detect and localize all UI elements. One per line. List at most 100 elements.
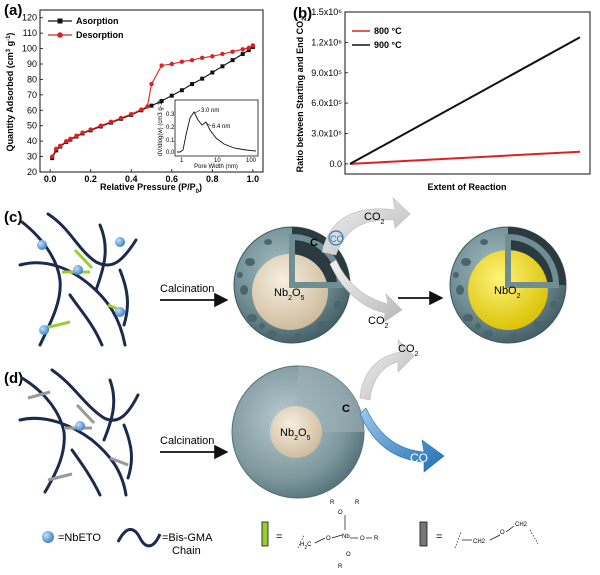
polymer-network-d — [18, 368, 140, 497]
series-line-800c — [349, 150, 581, 165]
data-point-desorption — [149, 81, 154, 87]
nbeto-ball — [75, 421, 85, 431]
inset-annotation-3nm: 3.0 nm — [201, 108, 219, 114]
data-point-asorption — [179, 88, 184, 93]
legend-900-label: 900 °C — [374, 40, 402, 50]
panel-a-y-ticks: 20 30 40 50 60 70 80 90 100 110 120 — [22, 13, 43, 177]
data-point-asorption — [240, 51, 245, 56]
inset-frame — [174, 99, 259, 157]
data-point-desorption — [240, 47, 245, 52]
data-point-desorption — [49, 154, 55, 159]
inset-annotation-6nm: 6.4 nm — [212, 124, 230, 130]
porous-sphere-nb2o5: Nb2O5 C — [233, 226, 351, 344]
svg-text:H2C: H2C — [300, 542, 312, 551]
panel-d: (d) Calcination Nb2O5 C CO2 — [4, 339, 445, 499]
nbeto-ball — [39, 325, 49, 335]
svg-text:O: O — [346, 552, 351, 558]
a-ytick-label: 90 — [27, 59, 37, 69]
panel-a-series — [49, 43, 256, 161]
legend-chain-label-2: Chain — [172, 545, 201, 557]
legend-green-eq: = — [276, 531, 282, 543]
co-label-d: CO — [410, 451, 428, 465]
a-ytick-label: 100 — [22, 44, 37, 54]
nbeto-balls-c — [37, 237, 125, 335]
core-label-nbo2: NbO2 — [494, 285, 521, 300]
b-ytick-label: 3.0x10⁵ — [311, 129, 342, 139]
co-out-arrow-d — [359, 407, 445, 473]
inset-arrow-3nm — [194, 109, 201, 114]
legend-desorption-marker — [57, 32, 63, 38]
legend-chain-label-1: =Bis-GMA — [162, 532, 213, 544]
panel-b-ylabel: Ratio between Starting and End CO2 — [295, 17, 308, 173]
porous-sphere-nbo2: NbO2 — [449, 226, 567, 344]
legend-asorption-label: Asorption — [76, 16, 119, 26]
data-point-desorption — [98, 123, 104, 128]
inset-xlabel: Pore Width (nm) — [194, 164, 238, 170]
legend-800-label: 800 °C — [374, 26, 402, 36]
co2-in-arrow-d — [359, 339, 415, 401]
panel-a-label: (a) — [4, 2, 22, 19]
inset-xtick-100: 100 — [246, 158, 257, 164]
legend-chain-icon — [116, 528, 162, 548]
inset-arrow-6nm — [205, 122, 212, 127]
panel-a-frame — [39, 9, 264, 173]
co-label-c: CO — [330, 234, 344, 244]
data-point-asorption — [159, 99, 164, 104]
panel-c: (c) Calcination — [4, 197, 567, 347]
data-point-asorption — [220, 64, 225, 69]
a-ytick-label: 110 — [23, 28, 37, 38]
calcination-label-d: Calcination — [160, 435, 214, 447]
series-line-900c — [349, 36, 581, 165]
legend-nbeto-label: =NbETO — [58, 532, 101, 544]
legend-green-link — [261, 521, 269, 547]
svg-text:O: O — [500, 530, 505, 536]
co2-in-arrow-c — [321, 197, 411, 256]
nbeto-ball — [115, 237, 125, 247]
svg-text:Nb: Nb — [342, 534, 350, 540]
data-point-asorption — [190, 82, 195, 87]
panel-b-xlabel: Extent of Reaction — [427, 182, 506, 192]
svg-text:R: R — [338, 564, 343, 570]
data-point-asorption — [169, 93, 174, 98]
panel-b-label: (b) — [293, 5, 312, 22]
legend-nbeto-ball — [42, 531, 54, 543]
data-point-desorption — [80, 130, 85, 135]
a-ytick-label: 60 — [27, 105, 37, 115]
data-point-asorption — [149, 103, 154, 108]
a-xtick-label: 0.8 — [206, 174, 219, 184]
b-ytick-label: 1.5x10⁶ — [311, 7, 342, 17]
nbeto-ball — [37, 240, 47, 250]
dense-sphere-nb2o5: Nb2O5 C — [231, 365, 365, 499]
carbon-label-c: C — [310, 237, 318, 249]
svg-text:O: O — [326, 536, 331, 542]
co2-top-label-c: CO2 — [364, 211, 385, 226]
b-ytick-label: 9.0x10⁵ — [311, 68, 342, 78]
a-ytick-label: 30 — [27, 152, 37, 162]
core-label-c: Nb2O5 — [274, 287, 305, 302]
green-link-formula: H2C O Nb O R R O R O R — [297, 500, 379, 570]
svg-text:CH2: CH2 — [473, 539, 486, 545]
data-point-desorption — [68, 136, 73, 142]
calcination-label-c: Calcination — [160, 283, 214, 295]
data-point-desorption — [159, 63, 164, 68]
svg-text:CH2: CH2 — [515, 522, 528, 528]
data-point-asorption — [210, 70, 215, 75]
panel-c-label: (c) — [4, 209, 22, 226]
data-point-asorption — [200, 76, 205, 81]
panel-b-legend: 800 °C 900 °C — [352, 26, 402, 50]
data-point-desorption — [199, 55, 205, 61]
a-xtick-label: 0.0 — [44, 174, 57, 184]
legend-gray-link — [419, 521, 428, 547]
data-point-desorption — [179, 59, 185, 64]
a-xtick-label: 0.2 — [84, 174, 97, 184]
data-point-desorption — [108, 119, 114, 125]
inset-ylabel: dV/dlog(w) (cm3 g-1) — [158, 100, 164, 156]
inset-ytick-0: 0.0 — [166, 150, 175, 156]
data-point-desorption — [169, 61, 174, 67]
a-ytick-label: 80 — [27, 74, 37, 84]
panel-d-label: (d) — [4, 370, 23, 387]
data-point-desorption — [246, 45, 252, 50]
data-point-desorption — [64, 138, 69, 144]
inset-curve — [177, 111, 257, 153]
